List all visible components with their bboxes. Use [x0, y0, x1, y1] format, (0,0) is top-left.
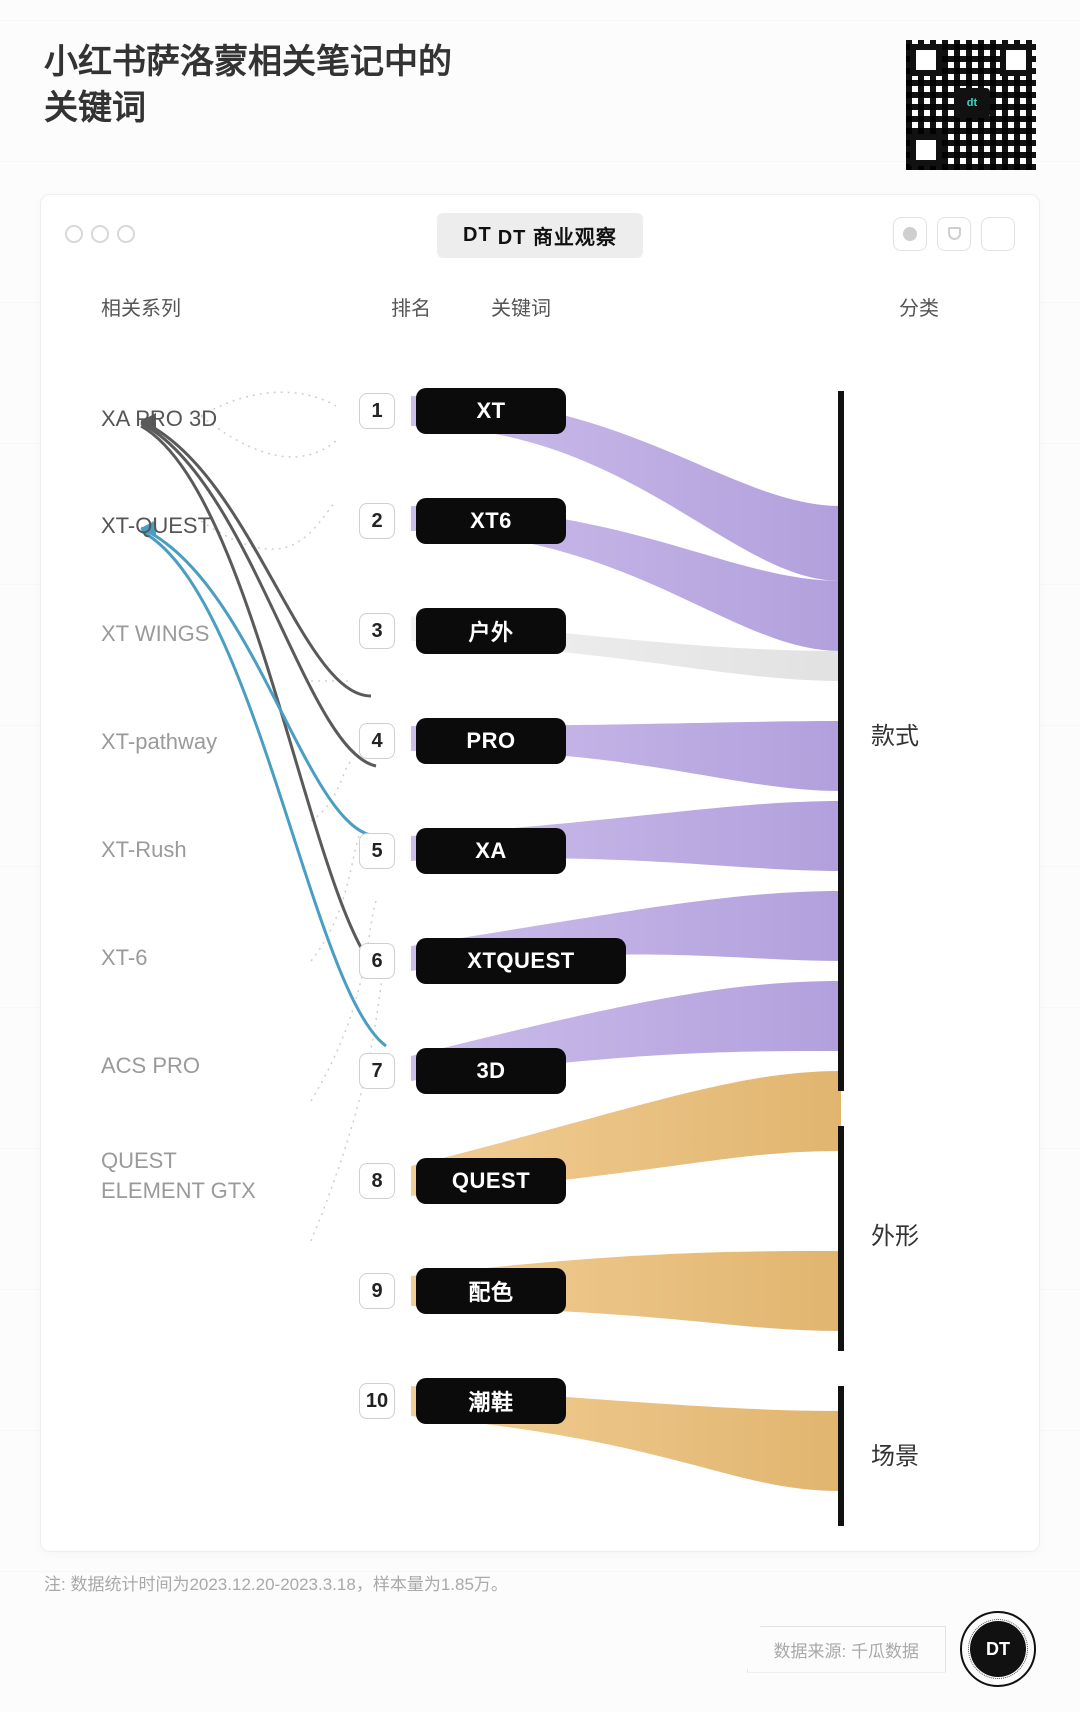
- keyword-pill-xtquest[interactable]: XTQUEST: [416, 938, 626, 984]
- series-label-xt-quest: XT-QUEST: [101, 513, 211, 539]
- keyword-pill-xt[interactable]: XT: [416, 388, 566, 434]
- category-bar-scene: [838, 1386, 844, 1526]
- series-label-xt-wings: XT WINGS: [101, 621, 209, 647]
- category-bar-style: [838, 391, 844, 1091]
- series-label-xa-pro-3d: XA PRO 3D: [101, 406, 217, 432]
- minimize-button[interactable]: [91, 225, 109, 243]
- keyword-pill-xa[interactable]: XA: [416, 828, 566, 874]
- qr-code-icon: dt: [906, 40, 1036, 170]
- window-titlebar: DT DT 商业观察: [41, 195, 1039, 272]
- share-icon-button[interactable]: [937, 217, 971, 251]
- series-label-element-gtx: ELEMENT GTX: [101, 1178, 256, 1204]
- rank-badge-4: 4: [359, 723, 395, 759]
- series-label-quest: QUEST: [101, 1148, 177, 1174]
- share-icon: [948, 227, 961, 240]
- qr-logo-badge: dt: [954, 88, 990, 118]
- rank-badge-10: 10: [359, 1383, 395, 1419]
- page-header: 小红书萨洛蒙相关笔记中的 关键词 dt: [0, 0, 1080, 180]
- rank-column-header: 排名: [391, 292, 431, 321]
- record-icon: [903, 227, 917, 241]
- footer-bottom-row: 数据来源: 千瓜数据 DT: [0, 1605, 1080, 1712]
- series-label-acs-pro: ACS PRO: [101, 1053, 200, 1079]
- rank-badge-8: 8: [359, 1163, 395, 1199]
- page-title: 小红书萨洛蒙相关笔记中的 关键词: [44, 40, 452, 132]
- data-source-label: 数据来源: 千瓜数据: [747, 1626, 946, 1673]
- keyword-column-header: 关键词: [491, 292, 551, 321]
- keyword-pill-xt6[interactable]: XT6: [416, 498, 566, 544]
- category-label-scene: 场景: [871, 1436, 919, 1471]
- sankey-flow-area: XA PRO 3D XT-QUEST XT WINGS XT-pathway X…: [81, 351, 999, 1531]
- footer-note: 注: 数据统计时间为2023.12.20-2023.3.18，样本量为1.85万…: [0, 1552, 1080, 1605]
- category-column-header: 分类: [711, 292, 999, 321]
- brand-logo[interactable]: DT: [960, 1611, 1036, 1687]
- app-logo-label: DT DT 商业观察: [437, 213, 643, 258]
- rank-badge-2: 2: [359, 503, 395, 539]
- keyword-pill-trendy-shoes[interactable]: 潮鞋: [416, 1378, 566, 1424]
- series-label-xt-pathway: XT-pathway: [101, 729, 217, 755]
- series-label-xt-6: XT-6: [101, 945, 147, 971]
- category-label-style: 款式: [871, 716, 919, 751]
- keyword-pill-quest[interactable]: QUEST: [416, 1158, 566, 1204]
- keyword-pill-color-scheme[interactable]: 配色: [416, 1268, 566, 1314]
- keyword-pill-outdoor[interactable]: 户外: [416, 608, 566, 654]
- record-icon-button[interactable]: [893, 217, 927, 251]
- window-controls[interactable]: [65, 225, 135, 243]
- category-label-shape: 外形: [871, 1216, 919, 1251]
- rank-badge-7: 7: [359, 1053, 395, 1089]
- rank-badge-3: 3: [359, 613, 395, 649]
- rank-badge-5: 5: [359, 833, 395, 869]
- sankey-diagram-container: 相关系列 排名 关键词 分类: [41, 272, 1039, 1541]
- window-panel-button[interactable]: [981, 217, 1015, 251]
- keyword-pill-pro[interactable]: PRO: [416, 718, 566, 764]
- rank-badge-9: 9: [359, 1273, 395, 1309]
- keyword-pill-3d[interactable]: 3D: [416, 1048, 566, 1094]
- rank-badge-6: 6: [359, 943, 395, 979]
- maximize-button[interactable]: [117, 225, 135, 243]
- close-button[interactable]: [65, 225, 83, 243]
- qr-code[interactable]: dt: [906, 40, 1036, 170]
- titlebar-action-icons[interactable]: [893, 217, 1015, 251]
- series-column-header: 相关系列: [81, 292, 381, 321]
- column-headers: 相关系列 排名 关键词 分类: [81, 282, 999, 351]
- main-card: DT DT 商业观察 相关系列 排名 关键词 分类: [40, 194, 1040, 1552]
- category-bar-shape: [838, 1126, 844, 1351]
- brand-logo-inner: DT: [970, 1621, 1026, 1677]
- rank-badge-1: 1: [359, 393, 395, 429]
- series-label-xt-rush: XT-Rush: [101, 837, 187, 863]
